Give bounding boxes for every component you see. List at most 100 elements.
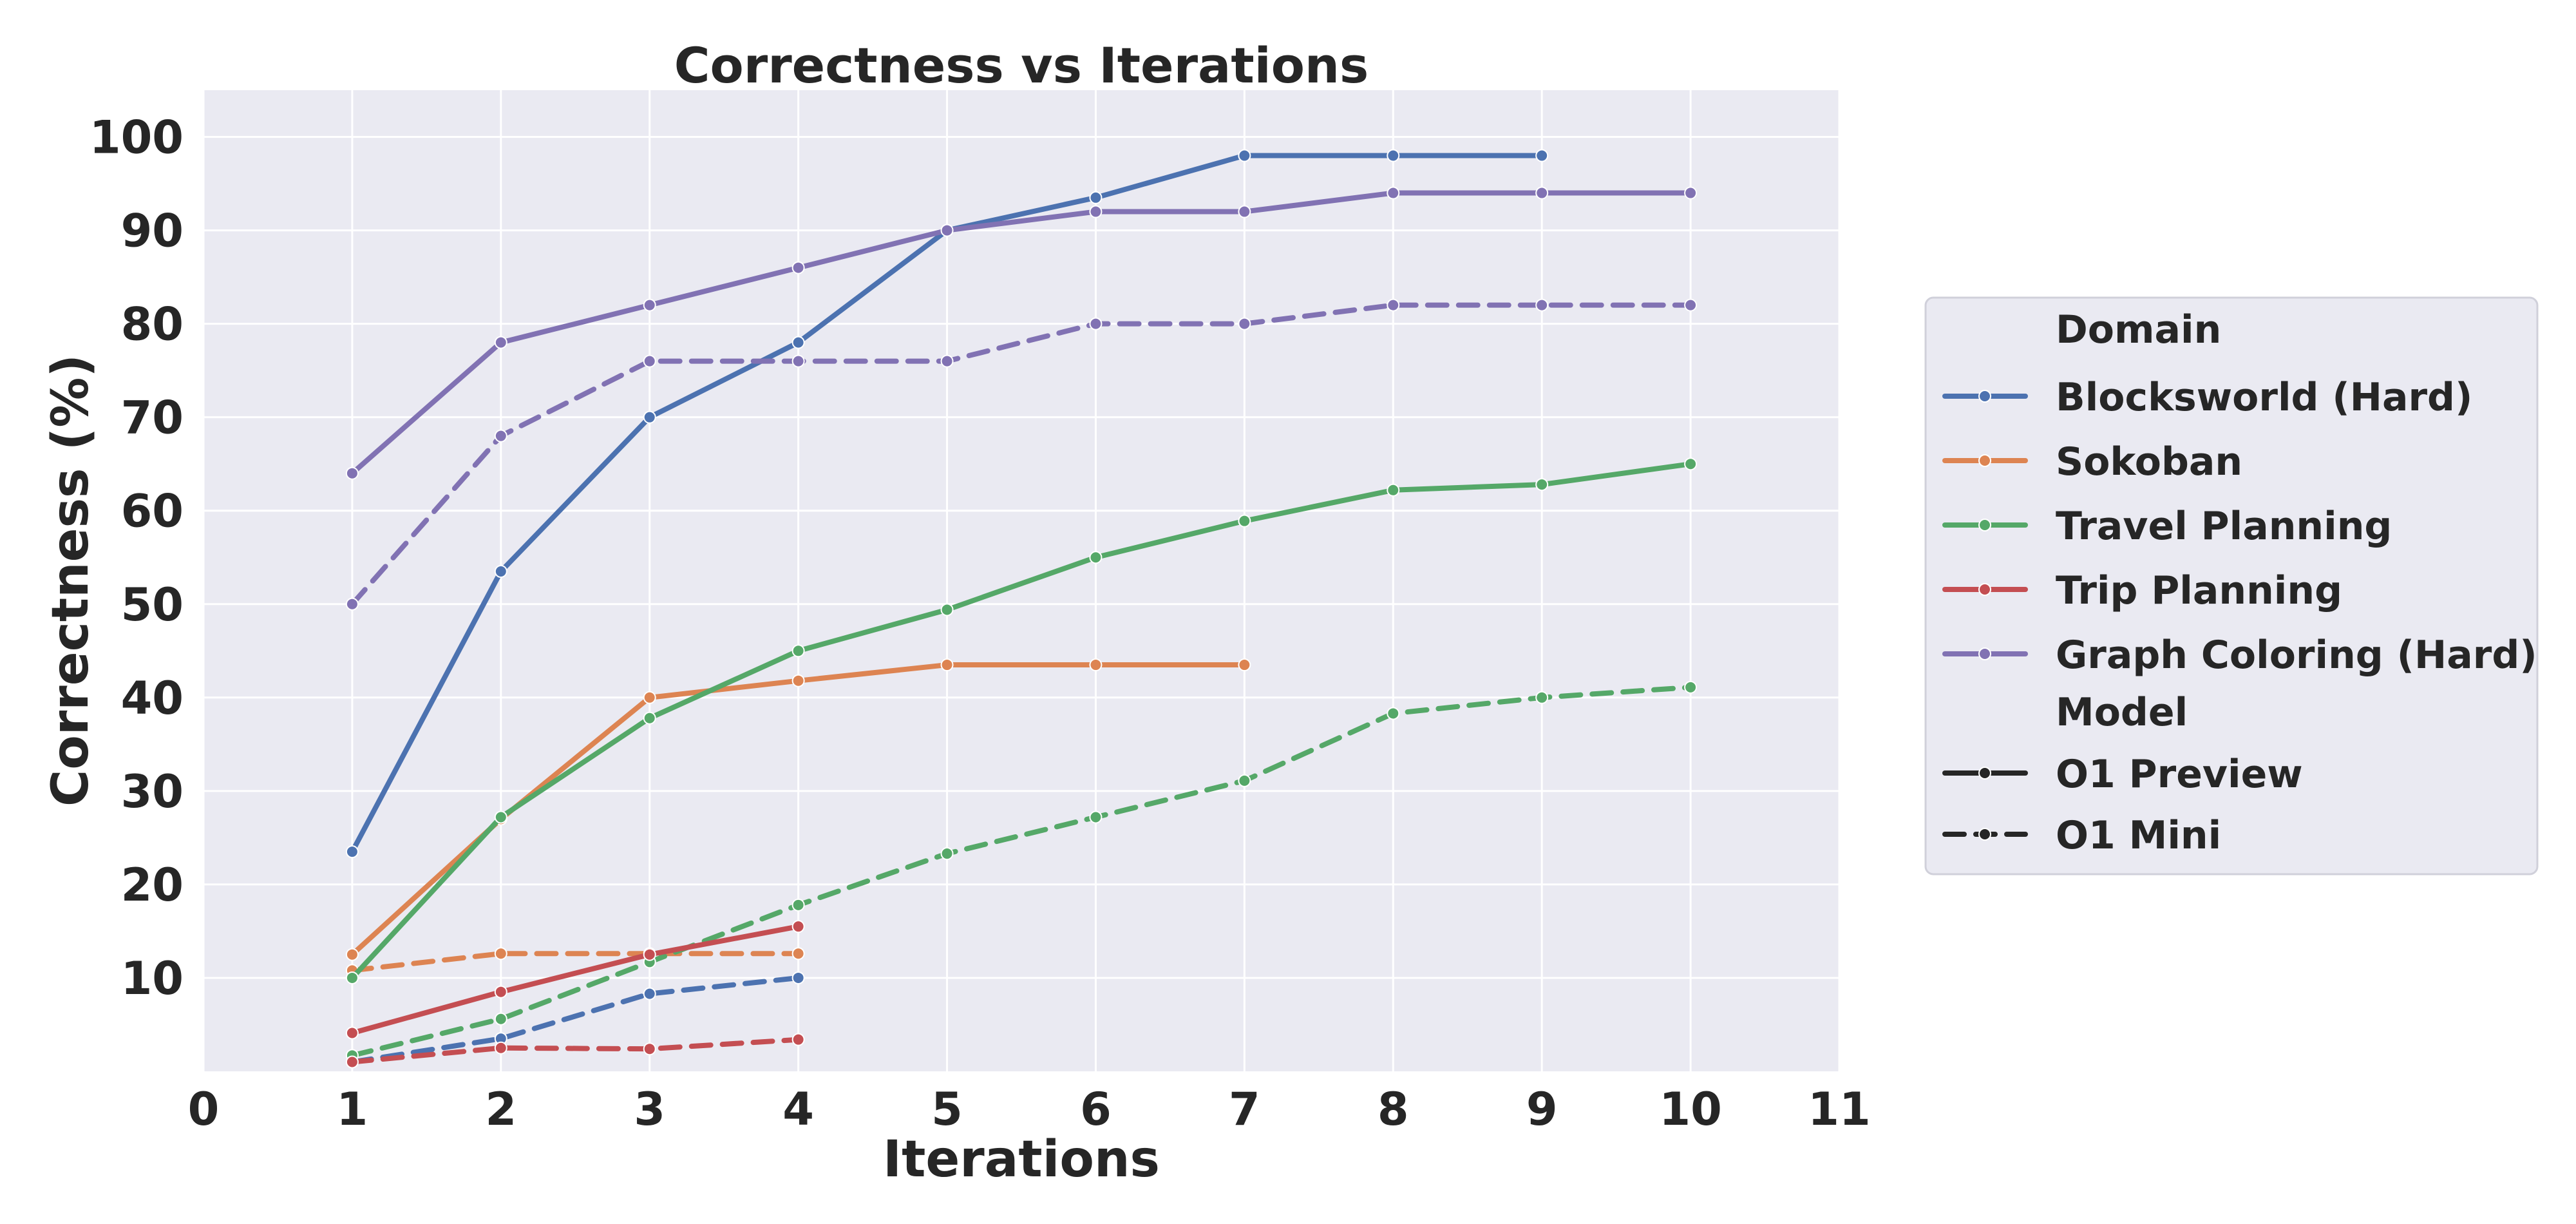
series-graph-coloring-hard-o1-preview [345,186,1698,480]
data-point [791,354,805,368]
data-point [940,658,954,672]
series-lines [345,149,1698,1069]
legend-entry-o1-mini: O1 Mini [1942,813,2221,858]
data-point [643,987,656,1000]
data-point [791,971,805,984]
data-point [494,429,507,443]
x-tick-label: 0 [188,1083,220,1136]
legend-model-title: Model [2056,690,2188,735]
x-tick-label: 8 [1378,1083,1409,1136]
data-point [494,1012,507,1026]
data-point [1535,186,1549,200]
data-point [1535,478,1549,492]
data-point [940,354,954,368]
data-point [643,298,656,312]
data-point [791,644,805,658]
y-tick-label: 50 [121,579,184,631]
y-tick-label: 80 [121,298,184,351]
data-point [940,603,954,617]
data-point [1238,514,1251,528]
data-point [345,597,359,611]
data-point [1684,457,1698,471]
data-point [345,948,359,961]
x-tick-label: 9 [1526,1083,1558,1136]
data-point [1387,186,1400,200]
data-point [494,1041,507,1055]
y-tick-label: 10 [121,952,184,1005]
data-point [494,810,507,824]
data-point [494,564,507,578]
data-point [345,1055,359,1069]
y-tick-label: 100 [90,111,184,164]
legend-domain-title: Domain [2056,307,2221,352]
data-point [1238,658,1251,672]
data-point [494,947,507,961]
data-point [1387,483,1400,497]
data-point [643,691,656,704]
legend-entry-trip-planning: Trip Planning [1942,568,2342,613]
data-point [1089,658,1103,672]
x-tick-label: 4 [782,1083,814,1136]
plot-background [204,90,1839,1071]
data-point [791,674,805,687]
data-point [1535,149,1549,162]
data-point [1238,317,1251,330]
data-point [1089,317,1103,330]
legend-label: O1 Mini [2056,813,2221,858]
data-point [345,845,359,859]
y-tick-label: 20 [121,859,184,912]
data-point [1387,298,1400,312]
legend-entry-graph-coloring-hard: Graph Coloring (Hard) [1942,633,2537,678]
series-line [349,924,801,1036]
series-line [349,1037,801,1065]
legend-box [1924,296,2539,875]
data-point [643,354,656,368]
legend-marker [1978,519,1991,531]
data-point [1089,205,1103,218]
data-point [1535,691,1549,704]
data-point [791,261,805,274]
legend-marker [1978,767,1991,779]
series-line [349,461,1694,980]
x-tick-label: 10 [1659,1083,1721,1136]
data-point [1238,205,1251,218]
data-point [345,1026,359,1040]
chart-title: Correctness vs Iterations [674,37,1369,94]
data-point [940,224,954,237]
data-point [1684,680,1698,694]
series-line [349,951,801,973]
y-tick-label: 30 [121,765,184,818]
data-point [1684,298,1698,312]
data-point [643,1042,656,1056]
data-point [1238,774,1251,787]
legend-entry-o1-preview: O1 Preview [1942,752,2303,797]
data-point [791,1033,805,1046]
data-point [1089,551,1103,564]
data-point [643,948,656,961]
series-travel-planning-o1-mini [345,680,1698,1062]
y-tick-label: 70 [121,392,184,445]
data-point [1387,707,1400,720]
legend-label: Graph Coloring (Hard) [2056,633,2537,678]
x-axis-title: Iterations [883,1131,1160,1189]
data-point [345,466,359,480]
series-graph-coloring-hard-o1-mini [345,298,1698,611]
legend-marker [1978,583,1991,596]
data-point [1684,186,1698,200]
x-tick-label: 6 [1080,1083,1112,1136]
series-line [349,684,1694,1058]
legend-marker [1978,828,1991,841]
legend-entry-sokoban: Sokoban [1942,439,2242,484]
legend-label: Trip Planning [2056,568,2342,613]
data-point [1535,298,1549,312]
series-trip-planning-o1-mini [345,1033,805,1069]
legend-entry-blocksworld-hard: Blocksworld (Hard) [1942,375,2472,420]
data-point [940,847,954,861]
legend-marker [1978,454,1991,467]
x-tick-label: 3 [634,1083,665,1136]
data-point [791,336,805,349]
series-line [349,302,1694,607]
data-point [1238,149,1251,162]
